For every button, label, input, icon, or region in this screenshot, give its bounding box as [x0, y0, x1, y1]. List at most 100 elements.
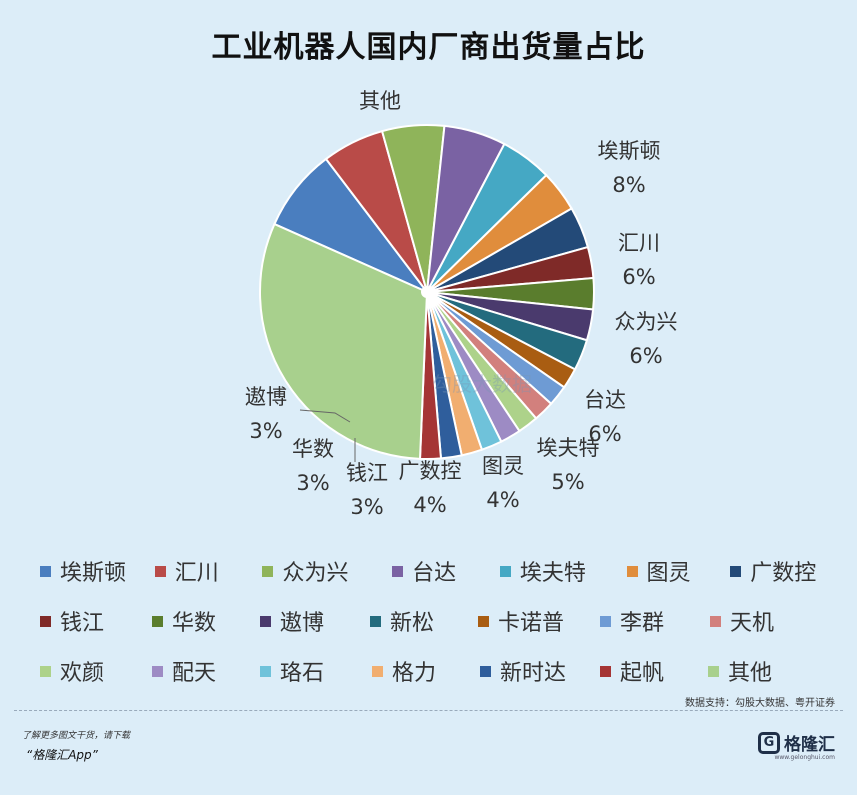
legend-swatch: [480, 665, 491, 677]
legend-item: 华数: [152, 605, 260, 637]
legend-label: 卡诺普: [498, 611, 565, 636]
legend-label: 起帆: [620, 661, 665, 686]
legend-item: 李群: [600, 605, 710, 637]
legend-label: 广数控: [750, 561, 817, 586]
legend-swatch: [260, 665, 271, 677]
legend-item: 天机: [710, 605, 800, 637]
slice-label-value-0: 8%: [612, 173, 645, 197]
legend: 埃斯顿 汇川 众为兴 台达 埃夫特 图灵 广数控钱江 华数 遨博 新松 卡诺普 李群 天机欢颜 配天 珞石 格…: [40, 546, 830, 696]
legend-item: 卡诺普: [478, 605, 600, 637]
legend-item: 配天: [152, 655, 260, 687]
legend-swatch: [40, 565, 51, 577]
watermark: 勾股大数据: [432, 372, 532, 396]
legend-label: 格力: [392, 661, 437, 686]
brand-logo: G 格隆汇: [758, 730, 835, 755]
legend-label: 埃夫特: [519, 561, 586, 586]
legend-item: 其他: [708, 655, 808, 687]
legend-swatch: [730, 565, 742, 577]
slice-label-name-1: 汇川: [618, 231, 660, 255]
legend-label: 珞石: [280, 661, 325, 686]
slice-label-name-7: 钱江: [346, 461, 388, 485]
legend-label: 李群: [620, 611, 665, 636]
promo-line: 了解更多图文干货，请下载: [22, 731, 131, 741]
legend-label: 钱江: [60, 611, 105, 636]
slice-label-value-5: 4%: [486, 488, 519, 512]
legend-label: 其他: [728, 661, 773, 686]
slice-label-name-2: 众为兴: [615, 310, 678, 334]
legend-swatch: [152, 665, 163, 677]
legend-swatch: [152, 615, 163, 627]
brand-name: 格隆汇: [784, 735, 835, 755]
legend-label: 华数: [172, 611, 217, 636]
slice-label-value-6: 4%: [413, 493, 446, 517]
brand-url: www.gelonghui.com: [774, 754, 835, 761]
slice-label-name-8: 华数: [292, 437, 334, 461]
slice-label-value-7: 3%: [350, 495, 383, 519]
legend-item: 遨博: [260, 605, 370, 637]
legend-swatch: [600, 665, 611, 677]
brand-g-icon: G: [758, 731, 780, 754]
legend-label: 图灵: [646, 561, 691, 586]
legend-item: 起帆: [600, 655, 708, 687]
legend-label: 遨博: [280, 611, 325, 636]
slice-label-value-1: 6%: [622, 265, 655, 289]
legend-swatch: [499, 565, 511, 577]
slice-label-value-2: 6%: [629, 344, 662, 368]
legend-item: 新时达: [480, 655, 600, 687]
legend-swatch: [40, 665, 51, 677]
slice-label-value-9: 3%: [249, 419, 282, 443]
legend-item: 众为兴: [262, 555, 392, 587]
legend-item: 埃斯顿: [40, 555, 155, 587]
legend-item: 图灵: [626, 555, 731, 587]
legend-swatch: [154, 565, 166, 577]
slice-label-name-3: 台达: [584, 388, 626, 412]
slice-label-value-8: 3%: [296, 471, 329, 495]
slice-label-name-4: 埃夫特: [537, 436, 600, 460]
legend-item: 台达: [392, 555, 500, 587]
legend-label: 埃斯顿: [60, 561, 127, 586]
source-text: 数据支持：勾股大数据、粤开证券: [685, 698, 835, 709]
legend-label: 台达: [412, 561, 457, 586]
legend-item: 新松: [370, 605, 478, 637]
legend-swatch: [262, 565, 274, 577]
legend-label: 新松: [390, 611, 435, 636]
legend-item: 埃夫特: [499, 555, 627, 587]
legend-item: 欢颜: [40, 655, 152, 687]
legend-swatch: [392, 565, 404, 577]
slice-label-name-0: 埃斯顿: [598, 139, 661, 163]
legend-swatch: [708, 665, 719, 677]
slice-label-value-4: 5%: [551, 470, 584, 494]
legend-swatch: [260, 615, 271, 627]
legend-row: 埃斯顿 汇川 众为兴 台达 埃夫特 图灵 广数控: [40, 546, 830, 596]
slice-label-name-9: 遨博: [245, 385, 287, 409]
legend-swatch: [478, 615, 489, 627]
slice-label-value-3: 6%: [588, 422, 621, 446]
legend-swatch: [40, 615, 51, 627]
legend-swatch: [626, 565, 638, 577]
divider: [14, 710, 843, 711]
legend-label: 新时达: [500, 661, 567, 686]
legend-item: 广数控: [730, 555, 830, 587]
legend-swatch: [600, 615, 611, 627]
legend-label: 欢颜: [60, 661, 105, 686]
legend-row: 欢颜 配天 珞石 格力 新时达 起帆 其他: [40, 646, 830, 696]
legend-swatch: [710, 615, 721, 627]
pie-chart: 埃斯顿8%汇川6%众为兴6%台达6%埃夫特5%图灵4%广数控4%钱江3%华数3%…: [245, 89, 678, 519]
leader-line-aobo: [299, 409, 351, 423]
promo-app-link[interactable]: “格隆汇App”: [26, 748, 98, 762]
legend-label: 众为兴: [282, 561, 349, 586]
chart-title: 工业机器人国内厂商出货量占比: [211, 30, 646, 65]
legend-item: 格力: [372, 655, 480, 687]
legend-swatch: [372, 665, 383, 677]
slice-label-name-other: 其他: [359, 89, 401, 113]
legend-label: 配天: [172, 661, 217, 686]
pie-center: [421, 286, 433, 298]
legend-label: 天机: [730, 611, 775, 636]
slice-label-name-6: 广数控: [399, 459, 462, 483]
legend-row: 钱江 华数 遨博 新松 卡诺普 李群 天机: [40, 596, 830, 646]
legend-item: 汇川: [154, 555, 263, 587]
legend-item: 珞石: [260, 655, 372, 687]
legend-swatch: [370, 615, 381, 627]
pie-slice-20: [259, 222, 429, 460]
legend-item: 钱江: [40, 605, 152, 637]
